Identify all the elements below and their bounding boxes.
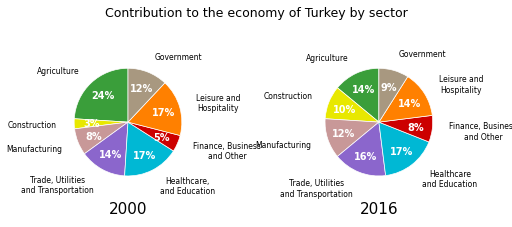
Text: Manufacturing: Manufacturing bbox=[6, 144, 62, 153]
Wedge shape bbox=[74, 119, 128, 129]
Text: Agriculture: Agriculture bbox=[37, 67, 79, 76]
Text: Finance, Business
and Other: Finance, Business and Other bbox=[193, 141, 261, 160]
Text: Leisure and
Hospitality: Leisure and Hospitality bbox=[196, 93, 241, 113]
Text: Healthcare,
and Education: Healthcare, and Education bbox=[160, 176, 216, 195]
Wedge shape bbox=[128, 84, 182, 136]
Text: 9%: 9% bbox=[381, 83, 397, 93]
Wedge shape bbox=[75, 123, 128, 154]
Wedge shape bbox=[325, 119, 379, 157]
Text: 8%: 8% bbox=[407, 122, 423, 132]
Text: 2000: 2000 bbox=[109, 201, 147, 216]
Text: 12%: 12% bbox=[332, 129, 356, 139]
Text: 12%: 12% bbox=[130, 84, 153, 94]
Text: 17%: 17% bbox=[390, 146, 413, 156]
Wedge shape bbox=[379, 77, 432, 123]
Text: Construction: Construction bbox=[8, 120, 57, 129]
Wedge shape bbox=[325, 88, 379, 123]
Text: Manufacturing: Manufacturing bbox=[255, 140, 311, 149]
Text: 14%: 14% bbox=[398, 98, 421, 108]
Text: Trade, Utilities
and Transportation: Trade, Utilities and Transportation bbox=[280, 179, 353, 198]
Text: 2016: 2016 bbox=[359, 201, 398, 216]
Text: Contribution to the economy of Turkey by sector: Contribution to the economy of Turkey by… bbox=[104, 7, 408, 20]
Text: 16%: 16% bbox=[354, 151, 377, 161]
Wedge shape bbox=[337, 123, 386, 176]
Text: 24%: 24% bbox=[91, 91, 115, 101]
Text: Government: Government bbox=[399, 50, 446, 59]
Wedge shape bbox=[379, 69, 408, 123]
Text: Leisure and
Hospitality: Leisure and Hospitality bbox=[439, 75, 483, 94]
Text: Healthcare
and Education: Healthcare and Education bbox=[422, 169, 478, 188]
Text: 8%: 8% bbox=[86, 131, 102, 141]
Text: Government: Government bbox=[154, 52, 202, 61]
Wedge shape bbox=[337, 69, 379, 123]
Text: 10%: 10% bbox=[333, 104, 356, 114]
Wedge shape bbox=[74, 69, 128, 123]
Wedge shape bbox=[128, 123, 180, 151]
Wedge shape bbox=[124, 123, 174, 176]
Wedge shape bbox=[128, 69, 165, 123]
Wedge shape bbox=[84, 123, 128, 176]
Text: Construction: Construction bbox=[264, 92, 313, 101]
Text: 14%: 14% bbox=[99, 150, 122, 160]
Wedge shape bbox=[379, 116, 433, 142]
Text: 14%: 14% bbox=[352, 85, 375, 95]
Wedge shape bbox=[379, 123, 429, 176]
Text: 5%: 5% bbox=[154, 132, 170, 142]
Text: Agriculture: Agriculture bbox=[306, 54, 349, 63]
Text: 3%: 3% bbox=[83, 119, 100, 129]
Text: Trade, Utilities
and Transportation: Trade, Utilities and Transportation bbox=[21, 175, 94, 194]
Text: 17%: 17% bbox=[133, 150, 156, 160]
Text: 17%: 17% bbox=[152, 107, 175, 117]
Text: Finance, Business
and Other: Finance, Business and Other bbox=[450, 122, 512, 141]
